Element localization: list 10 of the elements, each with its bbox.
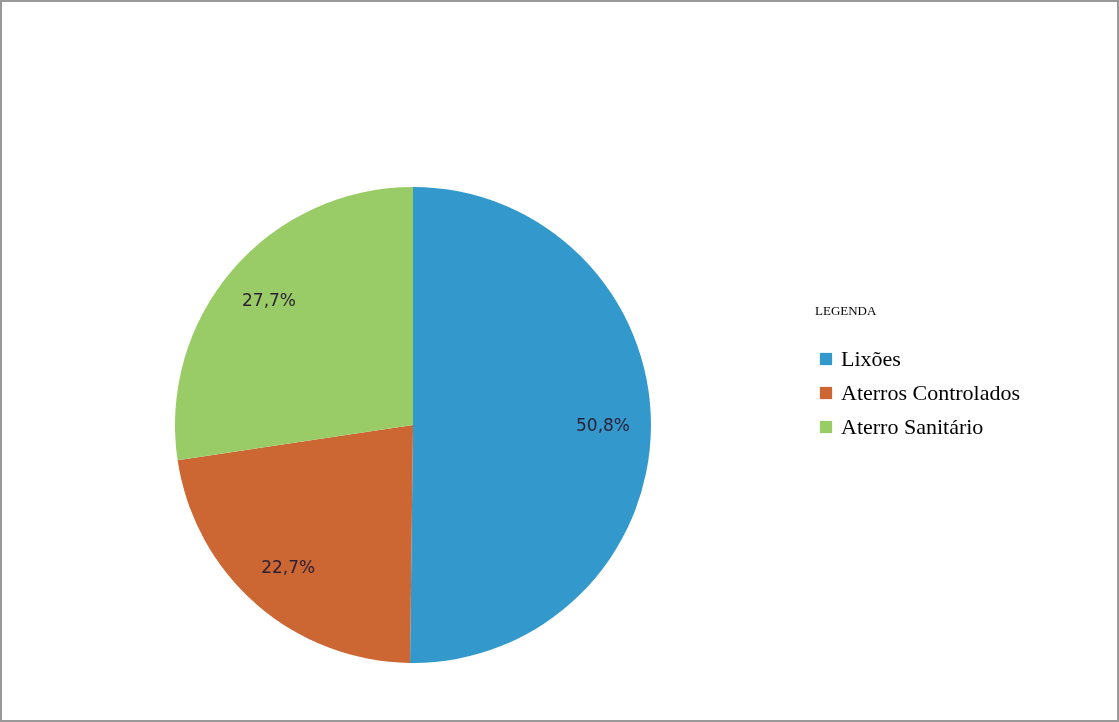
legend-label: Aterro Sanitário [841,414,984,439]
legend-title: LEGENDA [815,303,877,318]
data-label: 27,7% [242,290,297,311]
data-label: 22,7% [261,557,316,578]
data-label: 50,8% [575,415,630,436]
pie-slice [177,425,413,663]
pie-slice [175,187,413,461]
legend-label: Lixões [841,346,901,371]
pie-slice [410,187,651,663]
legend-label: Aterros Controlados [841,380,1021,405]
